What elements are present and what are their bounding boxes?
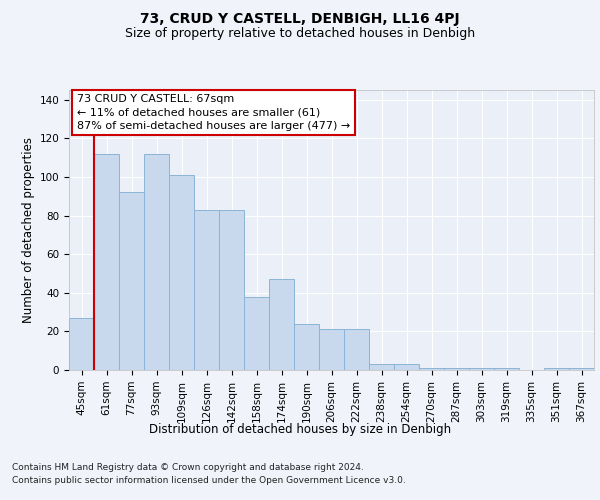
Bar (544, 368, 569, 370)
Bar (169, 175, 194, 370)
Bar (244, 296, 269, 370)
Bar (444, 368, 469, 370)
Bar (269, 279, 294, 370)
Bar (219, 210, 244, 370)
Bar (419, 368, 444, 370)
Bar (119, 192, 144, 370)
Y-axis label: Number of detached properties: Number of detached properties (22, 137, 35, 323)
Text: Contains public sector information licensed under the Open Government Licence v3: Contains public sector information licen… (12, 476, 406, 485)
Bar (69, 318, 94, 370)
Bar (369, 364, 394, 370)
Bar (494, 368, 519, 370)
Text: 73, CRUD Y CASTELL, DENBIGH, LL16 4PJ: 73, CRUD Y CASTELL, DENBIGH, LL16 4PJ (140, 12, 460, 26)
Text: Contains HM Land Registry data © Crown copyright and database right 2024.: Contains HM Land Registry data © Crown c… (12, 462, 364, 471)
Bar (144, 154, 169, 370)
Bar (319, 330, 344, 370)
Bar (469, 368, 494, 370)
Text: Distribution of detached houses by size in Denbigh: Distribution of detached houses by size … (149, 422, 451, 436)
Bar (394, 364, 419, 370)
Bar (569, 368, 594, 370)
Bar (344, 330, 369, 370)
Bar (194, 210, 219, 370)
Bar (94, 154, 119, 370)
Text: 73 CRUD Y CASTELL: 67sqm
← 11% of detached houses are smaller (61)
87% of semi-d: 73 CRUD Y CASTELL: 67sqm ← 11% of detach… (77, 94, 350, 130)
Text: Size of property relative to detached houses in Denbigh: Size of property relative to detached ho… (125, 28, 475, 40)
Bar (294, 324, 319, 370)
